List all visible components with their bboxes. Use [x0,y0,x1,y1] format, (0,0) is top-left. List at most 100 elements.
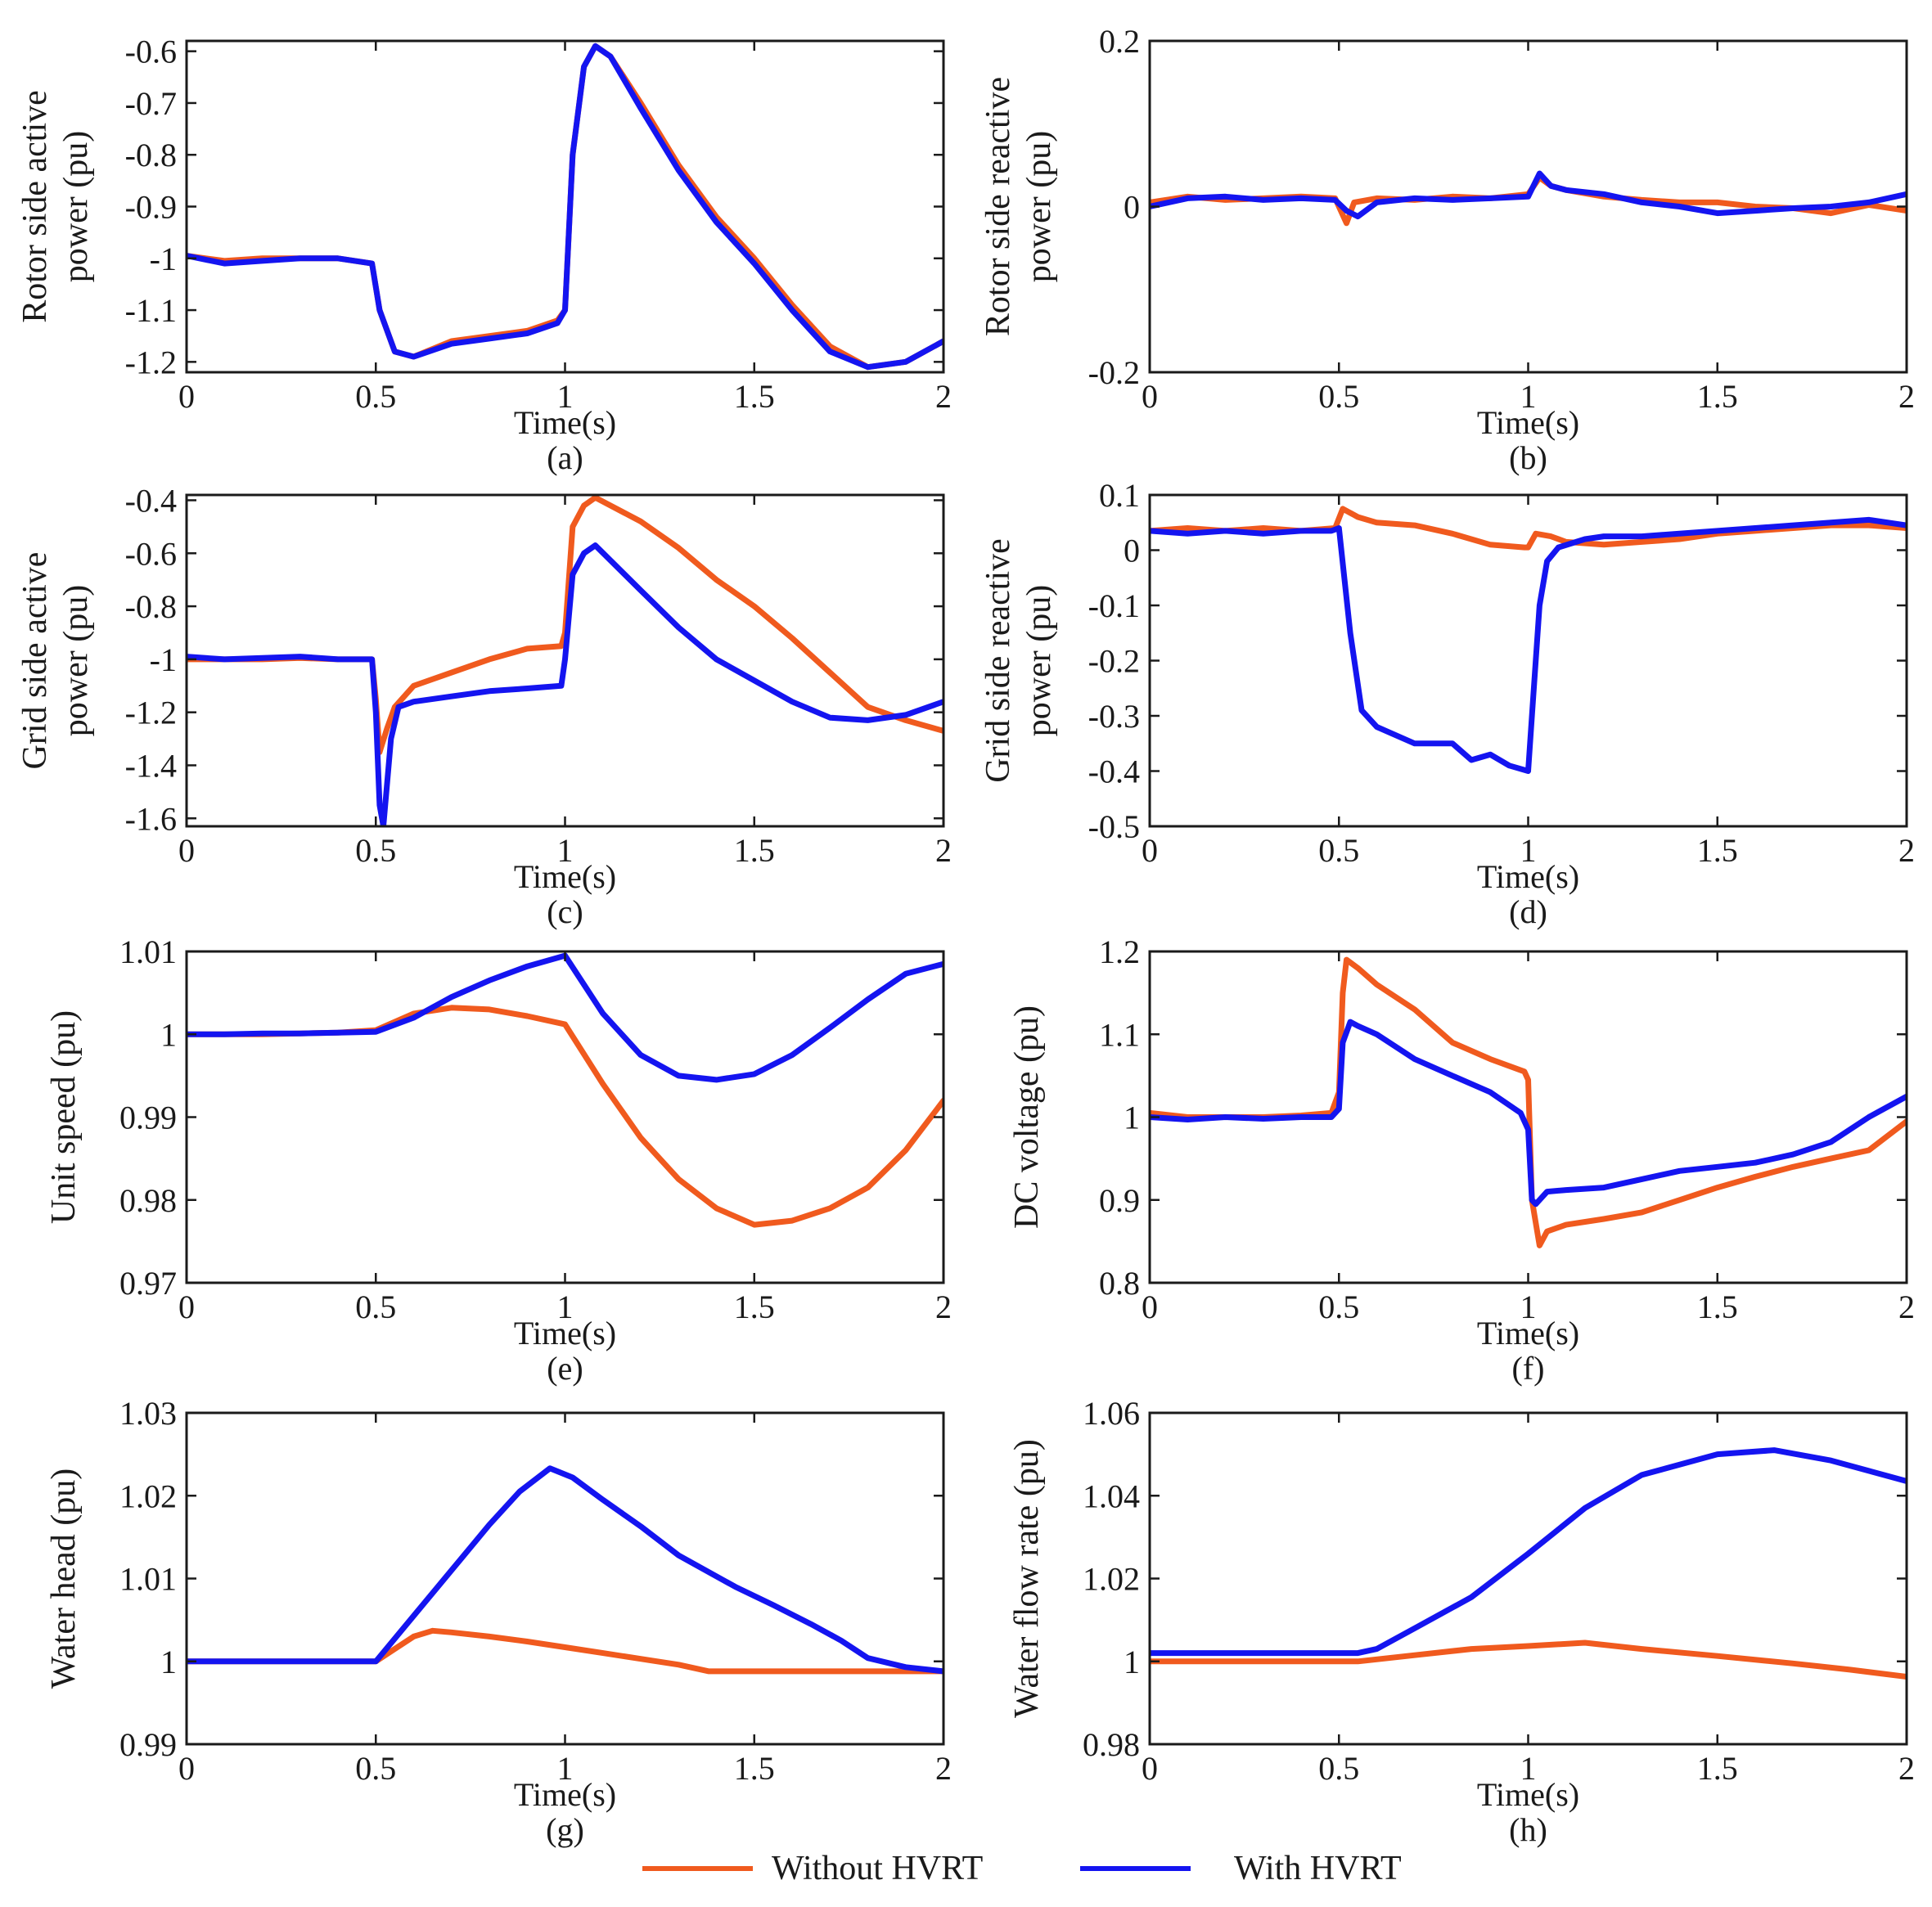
y-tick-label: 0.9 [1099,1182,1140,1219]
y-tick-label: -0.6 [125,535,177,572]
panel-label: (h) [1509,1811,1547,1848]
x-tick-label: 0.5 [355,1289,396,1325]
y-axis-label: power (pu) [1020,131,1058,282]
y-tick-label: -1.4 [125,747,177,784]
y-tick-label: -0.4 [125,482,177,519]
x-tick-label: 2 [935,378,952,415]
x-tick-label: 1.5 [734,1289,775,1325]
x-tick-label: 0 [1142,378,1158,415]
x-tick-label: 1 [1520,1289,1537,1325]
y-axis-label: power (pu) [1020,585,1058,736]
x-tick-label: 0.5 [1318,378,1359,415]
y-axis-label: Grid side reactive [980,538,1017,783]
x-tick-label: 1.5 [734,378,775,415]
y-tick-label: 1 [160,1644,177,1680]
y-tick-label: 1.2 [1099,933,1140,970]
plot-frame [185,39,945,374]
panel-label: (d) [1509,893,1547,930]
y-axis-label: Rotor side reactive [980,77,1017,336]
x-tick-label: 0 [1142,1289,1158,1325]
y-tick-label: 1.03 [119,1395,177,1432]
y-tick-label: -0.8 [125,588,177,625]
x-axis-label: Time(s) [514,1315,616,1352]
legend-label-without-hvrt: Without HVRT [772,1850,983,1887]
x-tick-label: 1.5 [1697,832,1738,869]
chart-panel-e: 0 0.5 1 1.5 2 0.97 0.98 0.99 1 1.01 Time(s)(e) Unit… [45,933,952,1387]
y-axis-label: Water flow rate (pu) [1008,1439,1046,1718]
x-tick-label: 0 [1142,1750,1158,1787]
panel-label: (f) [1512,1350,1545,1387]
x-tick-label: 2 [1898,378,1915,415]
y-tick-label: 1.04 [1083,1477,1140,1514]
y-tick-label: 1.06 [1083,1395,1140,1432]
x-tick-label: 1 [1520,378,1537,415]
x-axis-label: Time(s) [1477,1776,1579,1813]
x-tick-label: 1 [1520,1750,1537,1787]
y-tick-label: 1 [1124,1644,1140,1680]
y-tick-label: -1.2 [125,695,177,731]
y-tick-label: -1.6 [125,800,177,837]
y-tick-label: 0 [1124,189,1140,226]
series-line-with-hvrt [1150,1019,1907,1208]
y-axis-label: Water head (pu) [45,1468,83,1689]
series-line-without-hvrt [187,495,943,755]
x-tick-label: 1.5 [1697,378,1738,415]
y-tick-label: -0.1 [1088,587,1140,624]
plot-frame [185,950,945,1284]
series-line-without-hvrt [187,43,943,371]
panel-label: (c) [547,893,583,930]
series-line-with-hvrt [187,952,943,1083]
y-tick-label: -0.4 [1088,753,1140,790]
y-tick-label: 0.99 [119,1726,177,1763]
y-axis-label: Grid side active [16,552,54,770]
x-tick-label: 2 [1898,1289,1915,1325]
y-tick-label: -1.1 [125,292,177,329]
chart-panel-g: 0 0.5 1 1.5 2 0.99 1 1.01 1.02 1.03 Time(s)(g) Wate… [45,1395,952,1848]
x-axis-label: Time(s) [1477,1315,1579,1352]
y-axis-label: Unit speed (pu) [45,1010,83,1224]
y-tick-label: -0.2 [1088,354,1140,391]
x-tick-label: 0 [178,378,195,415]
y-tick-label: 0.98 [1083,1726,1140,1763]
series-line-without-hvrt [187,1005,943,1228]
y-tick-label: -0.6 [125,34,177,70]
x-tick-label: 0.5 [1318,1289,1359,1325]
chart-panel-f: 0 0.5 1 1.5 2 0.8 0.9 1 1.1 1.2 Time(s)(f) DC volta… [1008,933,1915,1387]
x-tick-label: 1 [1520,832,1537,869]
x-tick-label: 1.5 [734,1750,775,1787]
y-tick-label: 1.1 [1099,1016,1140,1053]
series-line-without-hvrt [1150,956,1907,1248]
x-tick-label: 1.5 [1697,1289,1738,1325]
series-line-with-hvrt [187,43,943,371]
plot-frame [1148,1411,1908,1746]
y-tick-label: 0 [1124,533,1140,569]
y-tick-label: 0.2 [1099,23,1140,60]
y-tick-label: 1.01 [119,1561,177,1598]
x-tick-label: 1 [557,378,574,415]
y-axis-label: DC voltage (pu) [1008,1005,1046,1229]
x-axis-label: Time(s) [514,1776,616,1813]
y-tick-label: -0.3 [1088,698,1140,735]
series-line-with-hvrt [1150,170,1907,220]
y-tick-label: -0.7 [125,85,177,122]
chart-panel-c: 0 0.5 1 1.5 2 -1.6 -1.4 -1.2 -1 -0.8 -0.6 -0.4 Time(… [16,482,952,930]
series-line-with-hvrt [1150,516,1907,774]
series-line-with-hvrt [187,542,943,826]
x-tick-label: 0.5 [355,832,396,869]
x-tick-label: 0.5 [355,378,396,415]
x-tick-label: 2 [935,1289,952,1325]
x-tick-label: 0 [1142,832,1158,869]
panel-label: (a) [547,439,583,476]
y-tick-label: 0.8 [1099,1265,1140,1302]
x-axis-label: Time(s) [1477,404,1579,441]
y-tick-label: -1.2 [125,344,177,380]
y-tick-label: -1 [150,641,177,678]
x-tick-label: 1 [557,1750,574,1787]
y-tick-label: -0.5 [1088,808,1140,845]
y-tick-label: 1 [160,1016,177,1053]
y-tick-label: -1 [150,241,177,277]
x-tick-label: 1 [557,832,574,869]
x-tick-label: 0 [178,1289,195,1325]
y-tick-label: 0.1 [1099,477,1140,514]
